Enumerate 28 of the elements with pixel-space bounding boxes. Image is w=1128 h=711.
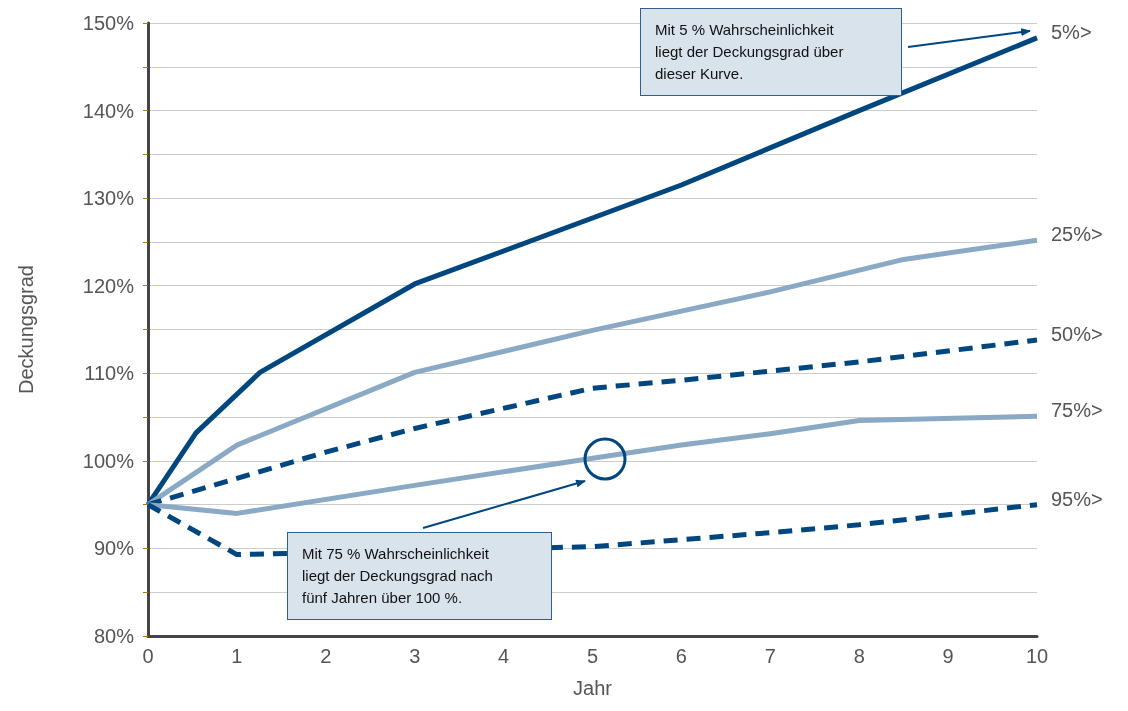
- series-label: 50%>: [1051, 323, 1103, 346]
- y-tick-label: 120%: [82, 274, 135, 297]
- y-axis-title: Deckungsgrad: [15, 265, 37, 394]
- x-tick-label: 7: [764, 645, 776, 667]
- x-axis-title: Jahr: [573, 677, 613, 699]
- note-box: Mit 75 % Wahrscheinlichkeit liegt der Deckungsgrad nach fünf Jahren über 100 %.: [287, 532, 552, 620]
- y-tick-label: 150%: [82, 12, 135, 34]
- series-label: 25%>: [1051, 223, 1103, 246]
- series-label: 95%>: [1051, 487, 1103, 510]
- x-tick-label: 5: [586, 645, 599, 667]
- series-label: 75%>: [1051, 399, 1103, 422]
- x-tick-label: 1: [231, 645, 243, 667]
- x-tick-label: 9: [942, 645, 954, 667]
- x-tick-label: 4: [498, 645, 510, 667]
- y-tick-label: 110%: [84, 362, 135, 385]
- x-tick-label: 3: [409, 645, 421, 667]
- y-tick-label: 140%: [82, 99, 135, 122]
- y-tick-label: 80%: [93, 625, 135, 647]
- y-tick-label: 130%: [82, 187, 135, 210]
- y-tick-label: 100%: [82, 449, 135, 472]
- y-tick-label: 90%: [93, 537, 135, 560]
- note-box: Mit 5 % Wahrscheinlichkeit liegt der Deckungsgrad über dieser Kurve.: [640, 8, 902, 96]
- series-label: 5%>: [1051, 20, 1092, 43]
- x-tick-label: 10: [1025, 645, 1049, 667]
- x-tick-label: 2: [320, 645, 332, 667]
- x-tick-label: 6: [675, 645, 687, 667]
- x-tick-label: 0: [142, 645, 154, 667]
- x-tick-label: 8: [853, 645, 865, 667]
